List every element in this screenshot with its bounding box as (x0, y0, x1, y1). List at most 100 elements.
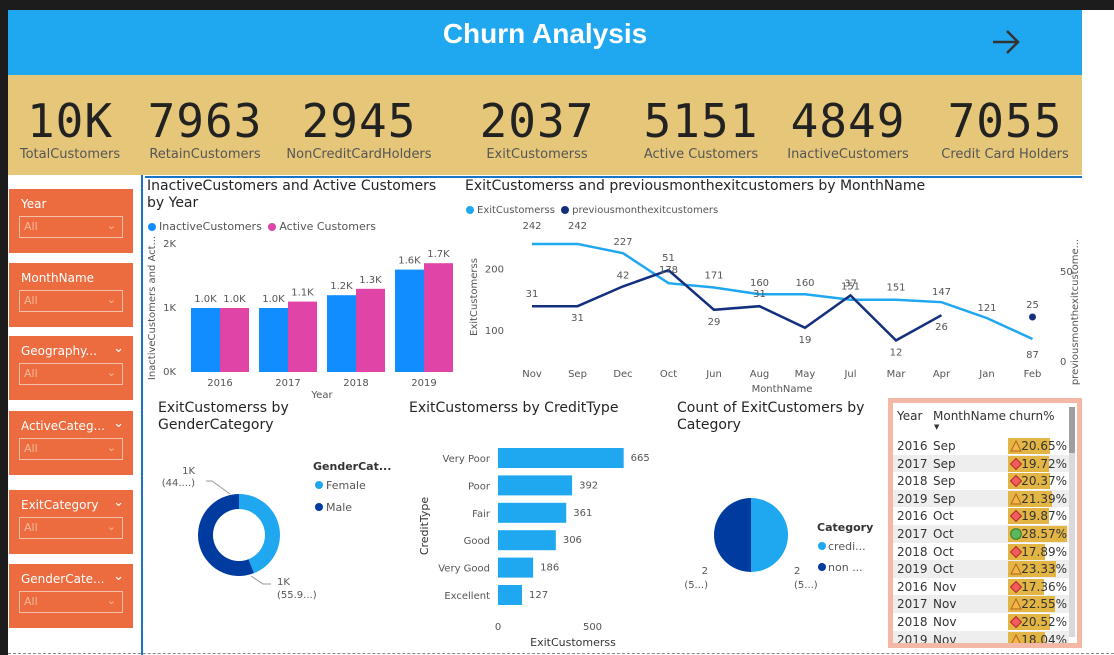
churn-table[interactable]: Year MonthName ▼ churn% 2016 Sep 20.65% 201… (893, 403, 1077, 643)
data-label: 361 (573, 508, 592, 519)
slicer-dropdown[interactable]: All ⌄ (19, 438, 123, 460)
slicer-dropdown[interactable]: All ⌄ (19, 517, 123, 539)
column-header-monthname[interactable]: MonthName (933, 409, 1007, 423)
bar (327, 295, 356, 372)
table-scrollbar[interactable] (1069, 407, 1075, 637)
credit-type-chart-card[interactable]: ExitCustomerss by CreditType Very Poor 66… (403, 400, 658, 650)
table-row[interactable]: 2018 Oct 17.89% (893, 543, 1069, 561)
slicer-dropdown[interactable]: All ⌄ (19, 363, 123, 385)
churn-data-bar (1008, 526, 1067, 542)
slicer-geography[interactable]: Geography... ⌄ All ⌄ (9, 336, 133, 400)
slicer-title: ActiveCateg... (21, 419, 105, 433)
chart-legend[interactable]: ExitCustomerss previousmonthexitcustomer… (466, 205, 718, 216)
table-row[interactable]: 2017 Sep 19.72% (893, 454, 1069, 473)
chart-title: Count of ExitCustomers by Category (677, 400, 865, 433)
data-label: 87 (1026, 350, 1039, 361)
churn-data-bar (1008, 508, 1050, 525)
table-row[interactable]: 2018 Sep 20.37% (893, 472, 1069, 490)
x-axis-title: ExitCustomerss (530, 636, 616, 649)
slicer-year[interactable]: Year All ⌄ (9, 189, 133, 253)
donut-chart-plot: 1K(44....)1K(55.9...)GenderCat...FemaleM… (162, 460, 392, 601)
donut-chart-card[interactable]: ExitCustomerss by GenderCategory 1K (44..… (148, 400, 398, 605)
bar (498, 475, 573, 496)
slicer-dropdown[interactable]: All ⌄ (19, 591, 123, 613)
chevron-down-icon: ⌄ (106, 594, 116, 607)
x-tick-label: 2019 (411, 378, 436, 389)
bar (498, 557, 534, 578)
donut-slice (239, 494, 280, 574)
slicer-value: All (24, 294, 38, 307)
chevron-down-icon[interactable]: ⌄ (113, 341, 124, 356)
arrow-right-icon[interactable] (988, 24, 1024, 60)
credit-type-chart-plot: Very Poor 665 Poor 392 Fair 361 Good 306 Very Go… (418, 448, 650, 649)
slicer-exit-category[interactable]: ExitCategory ⌄ All ⌄ (9, 490, 133, 554)
table-row[interactable]: 2016 Sep 20.65% (893, 437, 1069, 455)
table-row[interactable]: 2017 Nov 22.55% (893, 595, 1069, 613)
kpi-label: Active Customers (643, 147, 759, 162)
table-row[interactable]: 2019 Oct 23.33% (893, 560, 1069, 578)
data-label: 31 (753, 289, 766, 300)
data-label: 26 (935, 322, 948, 333)
donut-slice (198, 494, 254, 576)
bar-chart-card[interactable]: InactiveCustomers and Active Customers b… (146, 178, 462, 400)
legend-dot (315, 503, 323, 511)
sort-desc-icon[interactable]: ▼ (934, 423, 940, 431)
cell-churn: 17.89% (1021, 544, 1067, 559)
chart-title: ExitCustomerss by GenderCategory (158, 400, 289, 433)
x-tick-label: Apr (933, 369, 951, 380)
cell-month: Sep (933, 439, 956, 453)
scrollbar-thumb[interactable] (1069, 407, 1075, 453)
slicer-value: All (24, 442, 38, 455)
legend-title: Category (817, 521, 873, 534)
cell-year: 2017 (897, 456, 928, 471)
cell-month: Sep (933, 474, 956, 489)
slicer-title: Geography... (21, 344, 97, 358)
data-label: 178 (659, 265, 678, 276)
x-tick-label: Mar (887, 369, 907, 380)
legend-dot (466, 206, 474, 214)
data-label: 1.2K (330, 281, 353, 292)
y-tick-label: Fair (472, 509, 491, 520)
chevron-down-icon[interactable]: ⌄ (113, 495, 124, 510)
triangle-warning-icon (1011, 633, 1021, 643)
kpi-value: 4849 (790, 94, 906, 148)
line-chart-card[interactable]: ExitCustomerss and previousmonthexitcust… (464, 178, 1082, 400)
cell-year: 2017 (897, 527, 928, 541)
category-pie-card[interactable]: Count of ExitCustomers by Category 2 (5..… (668, 400, 883, 605)
table-row[interactable]: 2018 Nov 20.52% (893, 613, 1069, 631)
pie-slice (751, 498, 788, 572)
data-label: 31 (571, 313, 584, 324)
table-row[interactable]: 2016 Nov 17.36% (893, 578, 1069, 596)
slicer-dropdown[interactable]: All ⌄ (19, 290, 123, 312)
slicer-gender-category[interactable]: GenderCate... ⌄ All ⌄ (9, 564, 133, 628)
table-row[interactable]: 2017 Oct 28.57% (893, 525, 1069, 543)
chevron-down-icon[interactable]: ⌄ (113, 416, 124, 431)
data-label: 1.0K (223, 294, 246, 305)
chevron-down-icon[interactable]: ⌄ (113, 569, 124, 584)
bar (395, 269, 424, 372)
leader-line (250, 575, 271, 585)
cell-year: 2018 (897, 474, 928, 489)
table-row[interactable]: 2016 Oct 19.87% (893, 507, 1069, 525)
cell-churn: 28.57% (1021, 527, 1067, 541)
kpi-label: InactiveCustomers (787, 147, 909, 162)
x-tick-label: Sep (568, 369, 587, 380)
diamond-alert-icon (1010, 457, 1022, 470)
bar (498, 448, 624, 468)
x-tick-label: Jul (843, 369, 856, 380)
data-label: 392 (579, 480, 598, 491)
column-header-year[interactable]: Year (897, 409, 923, 423)
slicer-dropdown[interactable]: All ⌄ (19, 216, 123, 238)
table-row[interactable]: 2019 Nov 18.04% (893, 630, 1069, 643)
churn-data-bar (1008, 614, 1051, 630)
slicer-active-category[interactable]: ActiveCateg... ⌄ All ⌄ (9, 411, 133, 475)
table-row[interactable]: 2019 Sep 21.39% (893, 489, 1069, 508)
chart-title: ExitCustomerss and previousmonthexitcust… (465, 178, 926, 194)
slicer-monthname[interactable]: MonthName All ⌄ (9, 263, 133, 327)
cell-month: Nov (933, 597, 957, 612)
chart-legend[interactable]: InactiveCustomers Active Customers (148, 220, 376, 233)
kpi-label: Credit Card Holders (941, 147, 1069, 162)
column-header-churn[interactable]: churn% (1009, 409, 1055, 423)
data-label: 1K (182, 466, 195, 477)
data-label: (5...) (684, 580, 708, 591)
